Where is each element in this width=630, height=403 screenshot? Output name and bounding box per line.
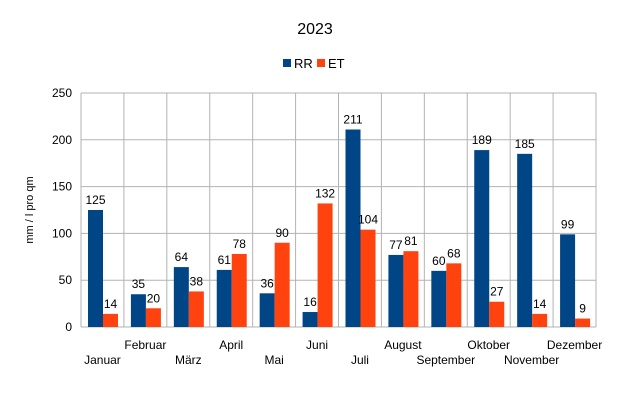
legend: RR ET bbox=[283, 56, 345, 71]
bar-et bbox=[446, 263, 462, 327]
bar-rr bbox=[388, 254, 404, 327]
bar-rr bbox=[216, 269, 232, 327]
data-label: 211 bbox=[343, 113, 362, 127]
bar-rr bbox=[560, 234, 576, 327]
bar-rr bbox=[259, 293, 275, 327]
bar-rr bbox=[130, 294, 146, 327]
x-tick-label: Juli bbox=[351, 353, 369, 367]
data-label: 14 bbox=[104, 297, 118, 311]
bar-et bbox=[317, 203, 333, 327]
x-tick-label: Oktober bbox=[467, 338, 510, 352]
data-label: 125 bbox=[85, 193, 105, 207]
bar-rr bbox=[474, 150, 490, 327]
data-label: 68 bbox=[447, 246, 461, 260]
bar-et bbox=[575, 318, 591, 327]
y-tick-label: 100 bbox=[52, 226, 72, 240]
data-label: 14 bbox=[533, 297, 547, 311]
data-label: 185 bbox=[515, 137, 535, 151]
data-label: 99 bbox=[561, 217, 575, 231]
x-tick-label: Mai bbox=[264, 353, 283, 367]
data-label: 35 bbox=[132, 277, 146, 291]
legend-label: ET bbox=[328, 56, 345, 71]
data-label: 60 bbox=[432, 254, 446, 268]
data-label: 81 bbox=[404, 234, 418, 248]
x-tick-label: April bbox=[219, 338, 243, 352]
bar-et bbox=[489, 301, 505, 327]
bar-et bbox=[188, 291, 204, 327]
x-tick-label: August bbox=[384, 338, 422, 352]
bar-et bbox=[532, 313, 548, 327]
bar-et bbox=[231, 253, 247, 327]
bar-et bbox=[274, 242, 290, 327]
bar-rr bbox=[88, 210, 103, 327]
data-label: 104 bbox=[358, 213, 378, 227]
bar-rr bbox=[173, 267, 189, 327]
bar-rr bbox=[345, 129, 361, 327]
y-tick-label: 0 bbox=[65, 320, 72, 334]
x-tick-label: Dezember bbox=[547, 338, 602, 352]
legend-label: RR bbox=[294, 56, 313, 71]
bar-et bbox=[403, 251, 419, 327]
bar-et bbox=[103, 313, 118, 327]
data-label: 78 bbox=[233, 237, 247, 251]
data-label: 61 bbox=[218, 253, 232, 267]
x-tick-label: September bbox=[416, 353, 475, 367]
x-tick-label: Juni bbox=[306, 338, 328, 352]
bar-et bbox=[145, 308, 161, 327]
data-label: 64 bbox=[175, 250, 189, 264]
x-tick-label: Januar bbox=[84, 353, 121, 367]
data-label: 77 bbox=[389, 238, 403, 252]
data-label: 132 bbox=[315, 186, 335, 200]
data-label: 20 bbox=[147, 291, 161, 305]
data-label: 90 bbox=[275, 226, 289, 240]
data-label: 16 bbox=[303, 295, 317, 309]
data-label: 189 bbox=[472, 133, 492, 147]
x-tick-label: November bbox=[504, 353, 559, 367]
x-tick-label: Februar bbox=[124, 338, 166, 352]
y-tick-label: 150 bbox=[52, 180, 72, 194]
y-tick-label: 250 bbox=[52, 86, 72, 100]
y-tick-label: 200 bbox=[52, 133, 72, 147]
bar-rr bbox=[517, 153, 533, 327]
chart-title: 2023 bbox=[297, 21, 333, 38]
legend-swatch bbox=[317, 59, 325, 67]
y-axis-label: mm / l pro qm bbox=[24, 176, 36, 243]
data-label: 36 bbox=[260, 276, 274, 290]
y-tick-label: 50 bbox=[59, 273, 73, 287]
data-label: 9 bbox=[579, 302, 586, 316]
bar-rr bbox=[302, 312, 318, 327]
data-label: 27 bbox=[490, 285, 504, 299]
bar-et bbox=[360, 229, 376, 327]
bar-rr bbox=[431, 270, 447, 327]
data-label: 38 bbox=[190, 274, 204, 288]
x-tick-label: März bbox=[175, 353, 202, 367]
legend-swatch bbox=[283, 59, 291, 67]
